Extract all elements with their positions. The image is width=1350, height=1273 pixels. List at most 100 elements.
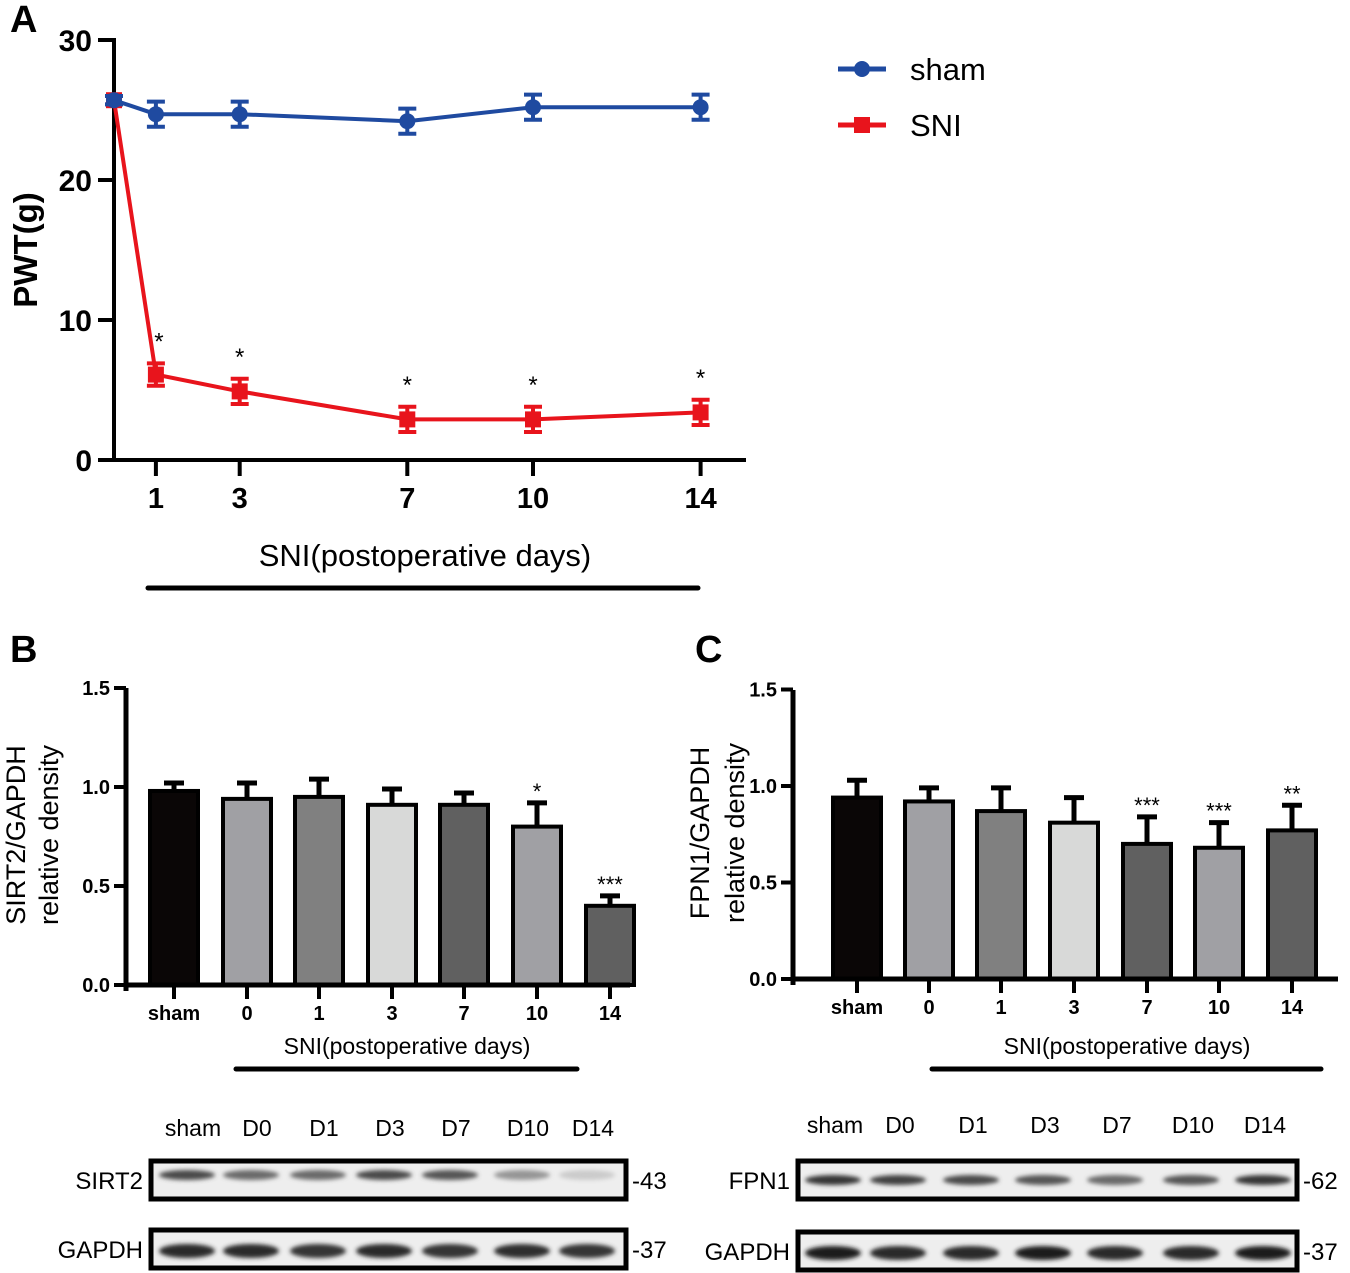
molecular-weight-label: -37 [1303,1239,1338,1266]
protein-band [1087,1246,1143,1260]
data-point [525,411,541,428]
lane-label: D14 [572,1115,614,1141]
significance-label: * [403,372,412,399]
protein-band [159,1170,215,1180]
bar-10: 10 * [511,779,563,1025]
bar [1266,828,1318,982]
bar-chart-sirt2: 0.0 0.5 1.0 1.5 sham 0 1 3 7 10 * 14 *** SNI(postoper… [1,678,636,1072]
x-axis-title: SNI(postoperative days) [1004,1033,1251,1059]
y-tick-label: 0 [75,445,92,478]
protein-band [1087,1175,1143,1185]
protein-band [805,1246,861,1260]
lane-label: sham [807,1112,863,1138]
x-tick-label: 3 [232,483,248,515]
data-point [147,106,164,123]
protein-band [943,1246,999,1260]
y-tick-label: 1.0 [749,776,777,798]
bar-3: 3 [1048,795,1100,1019]
bar-0: 0 [903,785,955,1019]
lane-label: D0 [885,1112,914,1138]
protein-band [494,1170,550,1180]
x-tick-label: 10 [526,1003,548,1025]
bar [975,809,1027,982]
legend-label: sham [910,52,986,87]
data-point [692,404,709,421]
western-blot-sirt2: sham D0 D1 D3 D7 D10 D14 SIRT2 -43 GAPDH -37 [58,1115,667,1271]
protein-band [559,1244,615,1258]
x-tick-label: 14 [599,1003,622,1025]
x-tick-label: 3 [386,1003,397,1025]
bar [438,802,490,987]
protein-label: SIRT2 [75,1168,143,1195]
protein-band [943,1175,999,1185]
lane-label: D14 [1244,1112,1286,1138]
significance-label: * [528,372,537,399]
bar [1121,841,1173,982]
x-tick-label: 7 [1141,997,1152,1019]
bar-10: 10 *** [1193,799,1245,1019]
bar [511,824,563,987]
blot-row-sirt2: SIRT2 -43 [75,1158,667,1202]
data-point [147,366,164,383]
lane-label: D3 [1030,1112,1059,1138]
x-tick-label: 7 [399,483,415,515]
protein-band [223,1244,279,1258]
lane-label: D10 [507,1115,549,1141]
bar [831,795,883,982]
legend-item-sni: SNI [838,108,962,143]
x-tick-label: 1 [313,1003,324,1025]
data-point [106,92,122,109]
protein-label: GAPDH [58,1237,143,1264]
bar [366,802,418,987]
line-chart-pwt: 0 10 20 30 1 3 7 10 14 SNI(postoperative days) PWT… [7,25,986,591]
blot-row-gapdh: GAPDH -37 [705,1229,1338,1273]
bar-3: 3 [366,786,418,1025]
blot-row-gapdh: GAPDH -37 [58,1227,667,1271]
lane-label: D1 [309,1115,338,1141]
x-tick-label: 10 [1208,997,1230,1019]
western-blot-fpn1: sham D0 D1 D3 D7 D10 D14 FPN1 -62 GAPDH -37 [705,1112,1338,1273]
legend-label: SNI [910,108,962,143]
bar [584,903,636,987]
significance-label: *** [597,872,623,897]
molecular-weight-label: -43 [632,1168,667,1195]
molecular-weight-label: -62 [1303,1168,1338,1195]
x-tick-label: 3 [1068,997,1079,1019]
significance-label: * [533,779,542,804]
lane-label: D0 [242,1115,271,1141]
y-tick-label: 1.5 [82,678,110,700]
significance-label: * [235,344,244,371]
series-sni: * * * * * [105,92,710,434]
bar-14: 14 ** [1266,781,1318,1019]
protein-band [1163,1175,1219,1185]
x-tick-label: 1 [148,483,164,515]
protein-band [559,1170,615,1180]
data-point [692,99,709,116]
y-tick-label: 0.0 [82,975,110,997]
protein-band [870,1175,926,1185]
protein-band [494,1244,550,1258]
significance-label: * [696,365,705,392]
x-axis-title: SNI(postoperative days) [259,538,592,573]
data-point [525,99,541,116]
blot-row-fpn1: FPN1 -62 [729,1158,1338,1202]
y-tick-label: 10 [59,305,92,338]
protein-band [422,1170,478,1180]
protein-band [422,1244,478,1258]
data-point [399,113,416,130]
lane-label: sham [165,1115,221,1141]
legend-item-sham: sham [838,52,986,87]
series-line [112,99,701,422]
x-tick-label: 14 [1281,997,1304,1019]
protein-band [290,1170,346,1180]
protein-band [805,1175,861,1185]
protein-band [159,1244,215,1258]
y-axis-title: SIRT2/GAPDH [1,745,31,925]
bar-1: 1 [293,776,345,1025]
bar [148,788,200,988]
protein-band [223,1170,279,1180]
protein-band [1235,1246,1291,1260]
protein-band [290,1244,346,1258]
x-tick-label: 0 [923,997,934,1019]
x-tick-label: 1 [995,997,1006,1019]
